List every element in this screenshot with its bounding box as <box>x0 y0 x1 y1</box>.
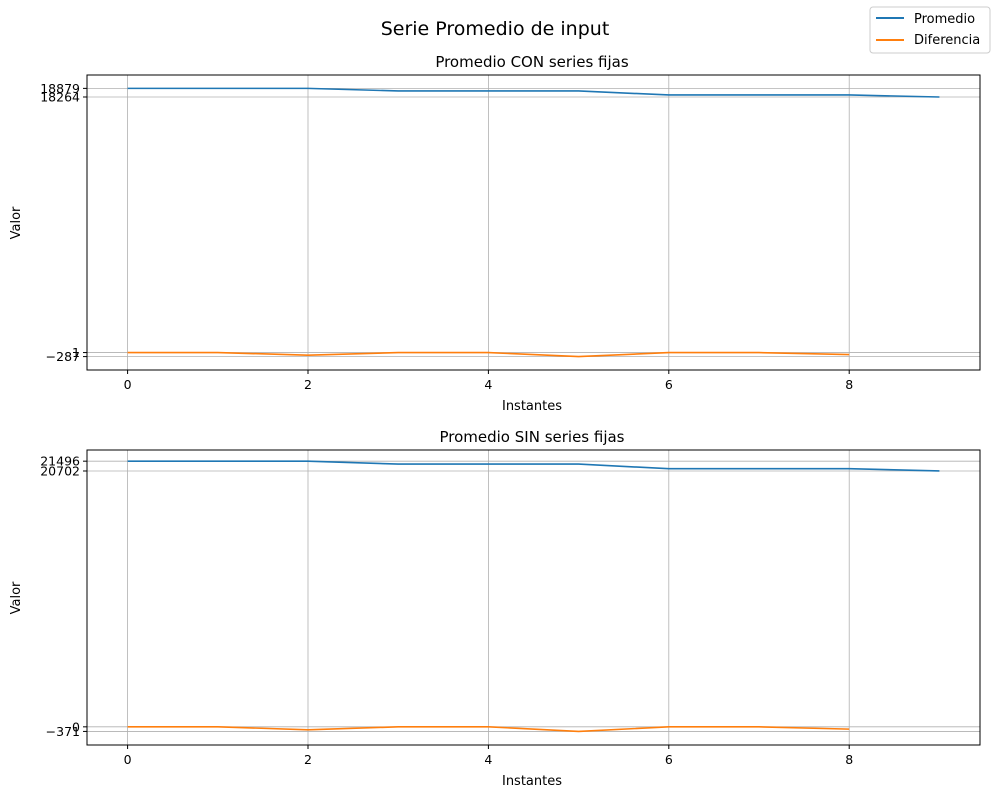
x-tick-label: 0 <box>124 377 132 392</box>
subplot-title: Promedio SIN series fijas <box>439 428 624 446</box>
x-tick-label: 6 <box>665 752 673 767</box>
x-tick-label: 6 <box>665 377 673 392</box>
subplot-title: Promedio CON series fijas <box>435 53 629 71</box>
x-axis-label: Instantes <box>502 774 562 789</box>
y-tick-label: 20702 <box>40 463 80 478</box>
axes-frame <box>86 74 981 371</box>
x-tick-label: 2 <box>304 752 312 767</box>
y-axis-label: Valor <box>9 581 24 614</box>
y-tick-label: 0 <box>72 719 80 734</box>
series-line-diferencia <box>127 726 850 733</box>
axes-frame <box>86 449 981 746</box>
x-tick-label: 0 <box>124 752 132 767</box>
x-tick-label: 8 <box>845 752 853 767</box>
y-tick-label: −371 <box>46 724 80 739</box>
x-tick-label: 8 <box>845 377 853 392</box>
subplot-con-series-fijas: Promedio CON series fijas Instantes Valo… <box>9 53 981 414</box>
series-line-promedio <box>127 460 940 472</box>
x-tick-label: 4 <box>484 377 492 392</box>
x-tick-label: 4 <box>484 752 492 767</box>
series-line-diferencia <box>127 351 850 358</box>
x-axis-label: Instantes <box>502 399 562 414</box>
legend-label-promedio: Promedio <box>914 12 975 27</box>
legend: Promedio Diferencia <box>869 6 991 54</box>
legend-label-diferencia: Diferencia <box>914 33 980 48</box>
figure-suptitle: Serie Promedio de input <box>381 18 610 40</box>
y-tick-label: 18264 <box>40 89 80 104</box>
y-tick-label: 21496 <box>40 454 80 469</box>
y-tick-label: 18879 <box>40 81 80 96</box>
x-tick-label: 2 <box>304 377 312 392</box>
series-line-promedio <box>127 87 940 98</box>
y-tick-label: 1 <box>72 345 80 360</box>
y-tick-label: −287 <box>46 349 80 364</box>
y-axis-label: Valor <box>9 206 24 239</box>
subplot-sin-series-fijas: Promedio SIN series fijas Instantes Valo… <box>9 428 981 789</box>
